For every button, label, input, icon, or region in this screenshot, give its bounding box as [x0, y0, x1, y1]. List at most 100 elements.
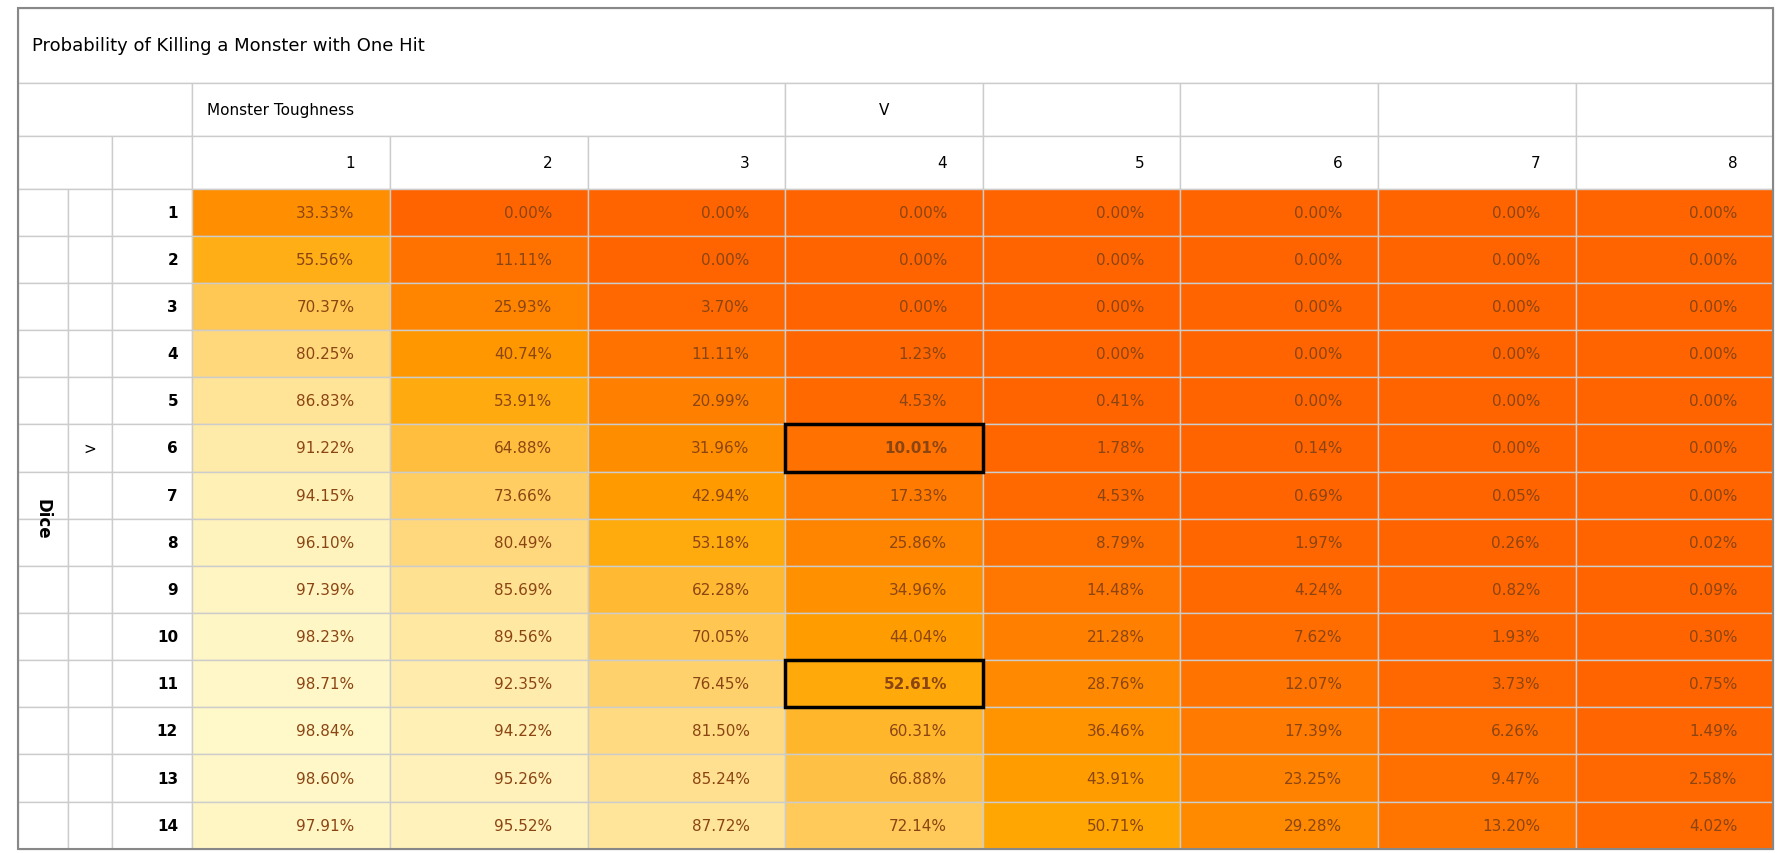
- Text: 3.73%: 3.73%: [1492, 676, 1540, 692]
- Text: 12.07%: 12.07%: [1285, 676, 1342, 692]
- Bar: [390, 236, 588, 283]
- Text: 40.74%: 40.74%: [494, 346, 552, 362]
- Bar: [984, 660, 1180, 707]
- Text: 0.82%: 0.82%: [1492, 583, 1540, 597]
- Bar: [1377, 84, 1575, 136]
- Bar: [192, 283, 390, 331]
- Bar: [1377, 660, 1575, 707]
- Text: 2: 2: [168, 252, 178, 268]
- Bar: [18, 613, 68, 660]
- Text: 0.00%: 0.00%: [1096, 252, 1144, 268]
- Bar: [18, 236, 68, 283]
- Bar: [588, 755, 786, 802]
- Text: 4.02%: 4.02%: [1689, 818, 1737, 833]
- Text: 9.47%: 9.47%: [1492, 770, 1540, 786]
- Bar: [68, 519, 112, 566]
- Bar: [588, 189, 786, 236]
- Bar: [588, 425, 786, 472]
- Bar: [1180, 613, 1377, 660]
- Text: 23.25%: 23.25%: [1285, 770, 1342, 786]
- Text: 0.00%: 0.00%: [1689, 206, 1737, 220]
- Bar: [1377, 425, 1575, 472]
- Bar: [1575, 802, 1773, 849]
- Bar: [390, 755, 588, 802]
- Bar: [786, 331, 982, 378]
- Bar: [192, 755, 390, 802]
- Bar: [786, 519, 982, 566]
- Bar: [192, 189, 390, 236]
- Text: >: >: [84, 441, 96, 456]
- Bar: [1377, 378, 1575, 425]
- Text: 94.15%: 94.15%: [296, 488, 355, 503]
- Bar: [786, 189, 982, 236]
- Text: 1.78%: 1.78%: [1096, 441, 1144, 456]
- Bar: [1575, 566, 1773, 613]
- Bar: [112, 472, 192, 519]
- Text: 0.00%: 0.00%: [1492, 252, 1540, 268]
- Bar: [1575, 660, 1773, 707]
- Bar: [112, 755, 192, 802]
- Text: 89.56%: 89.56%: [494, 630, 552, 644]
- Bar: [390, 472, 588, 519]
- Bar: [984, 378, 1180, 425]
- Text: 92.35%: 92.35%: [494, 676, 552, 692]
- Text: 81.50%: 81.50%: [691, 723, 750, 739]
- Text: 98.84%: 98.84%: [296, 723, 355, 739]
- Text: 31.96%: 31.96%: [691, 441, 750, 456]
- Text: 6: 6: [1333, 155, 1342, 171]
- Text: 3.70%: 3.70%: [700, 299, 750, 315]
- Bar: [984, 755, 1180, 802]
- Text: 91.22%: 91.22%: [296, 441, 355, 456]
- Text: 10.01%: 10.01%: [884, 441, 948, 456]
- Text: Probability of Killing a Monster with One Hit: Probability of Killing a Monster with On…: [32, 37, 424, 55]
- Text: Dice: Dice: [34, 499, 52, 539]
- Bar: [390, 613, 588, 660]
- Bar: [18, 189, 68, 236]
- Bar: [1377, 236, 1575, 283]
- Bar: [18, 331, 68, 378]
- Text: 97.39%: 97.39%: [296, 583, 355, 597]
- Text: 0.00%: 0.00%: [1689, 252, 1737, 268]
- Bar: [588, 660, 786, 707]
- Text: Monster Toughness: Monster Toughness: [207, 102, 355, 118]
- Bar: [18, 283, 68, 331]
- Text: 1.97%: 1.97%: [1294, 535, 1342, 550]
- Bar: [390, 707, 588, 755]
- Bar: [1180, 84, 1377, 136]
- Bar: [1180, 236, 1377, 283]
- Bar: [18, 472, 68, 519]
- Text: 0.00%: 0.00%: [1689, 394, 1737, 409]
- Bar: [68, 425, 112, 472]
- Bar: [18, 566, 68, 613]
- Bar: [18, 425, 68, 472]
- Text: 3: 3: [740, 155, 750, 171]
- Bar: [68, 707, 112, 755]
- Text: 5: 5: [168, 394, 178, 409]
- Bar: [112, 660, 192, 707]
- Bar: [192, 613, 390, 660]
- Bar: [1575, 519, 1773, 566]
- Bar: [1180, 519, 1377, 566]
- Bar: [112, 331, 192, 378]
- Bar: [192, 331, 390, 378]
- Bar: [68, 283, 112, 331]
- Bar: [68, 566, 112, 613]
- Text: 36.46%: 36.46%: [1087, 723, 1144, 739]
- Text: 0.00%: 0.00%: [1096, 299, 1144, 315]
- Text: 6.26%: 6.26%: [1492, 723, 1540, 739]
- Text: 2: 2: [542, 155, 552, 171]
- Text: 29.28%: 29.28%: [1285, 818, 1342, 833]
- Bar: [1575, 331, 1773, 378]
- Bar: [588, 283, 786, 331]
- Text: 17.33%: 17.33%: [889, 488, 948, 503]
- Bar: [786, 236, 982, 283]
- Text: 7.62%: 7.62%: [1294, 630, 1342, 644]
- Text: 87.72%: 87.72%: [691, 818, 750, 833]
- Bar: [786, 802, 982, 849]
- Text: 94.22%: 94.22%: [494, 723, 552, 739]
- Bar: [192, 707, 390, 755]
- Text: 7: 7: [168, 488, 178, 503]
- Bar: [68, 236, 112, 283]
- Text: 13: 13: [157, 770, 178, 786]
- Text: 7: 7: [1531, 155, 1540, 171]
